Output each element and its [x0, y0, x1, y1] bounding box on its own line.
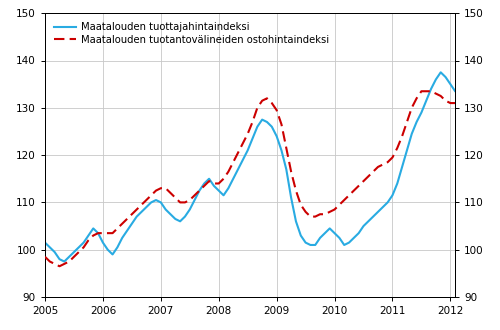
Maatalouden tuotantovälineiden ostohintaindeksi	[42, 255, 48, 259]
Maatalouden tuottajahintaindeksi	[42, 241, 48, 245]
Maatalouden tuottajahintaindeksi	[62, 259, 68, 263]
Maatalouden tuotantovälineiden ostohintaindeksi	[308, 214, 314, 218]
Line: Maatalouden tuottajahintaindeksi: Maatalouden tuottajahintaindeksi	[45, 72, 500, 261]
Legend: Maatalouden tuottajahintaindeksi, Maatalouden tuotantovälineiden ostohintaindeks: Maatalouden tuottajahintaindeksi, Maatal…	[50, 18, 333, 49]
Maatalouden tuottajahintaindeksi	[269, 125, 275, 129]
Maatalouden tuotantovälineiden ostohintaindeksi	[341, 198, 347, 202]
Line: Maatalouden tuotantovälineiden ostohintaindeksi: Maatalouden tuotantovälineiden ostohinta…	[45, 91, 500, 266]
Maatalouden tuotantovälineiden ostohintaindeksi	[86, 238, 91, 242]
Maatalouden tuottajahintaindeksi	[308, 243, 314, 247]
Maatalouden tuotantovälineiden ostohintaindeksi	[404, 120, 410, 124]
Maatalouden tuotantovälineiden ostohintaindeksi	[56, 264, 62, 268]
Maatalouden tuotantovälineiden ostohintaindeksi	[418, 89, 424, 93]
Maatalouden tuottajahintaindeksi	[438, 70, 444, 74]
Maatalouden tuottajahintaindeksi	[86, 234, 91, 238]
Maatalouden tuottajahintaindeksi	[341, 243, 347, 247]
Maatalouden tuottajahintaindeksi	[404, 148, 410, 152]
Maatalouden tuottajahintaindeksi	[76, 245, 82, 249]
Maatalouden tuotantovälineiden ostohintaindeksi	[76, 250, 82, 254]
Maatalouden tuotantovälineiden ostohintaindeksi	[269, 101, 275, 105]
